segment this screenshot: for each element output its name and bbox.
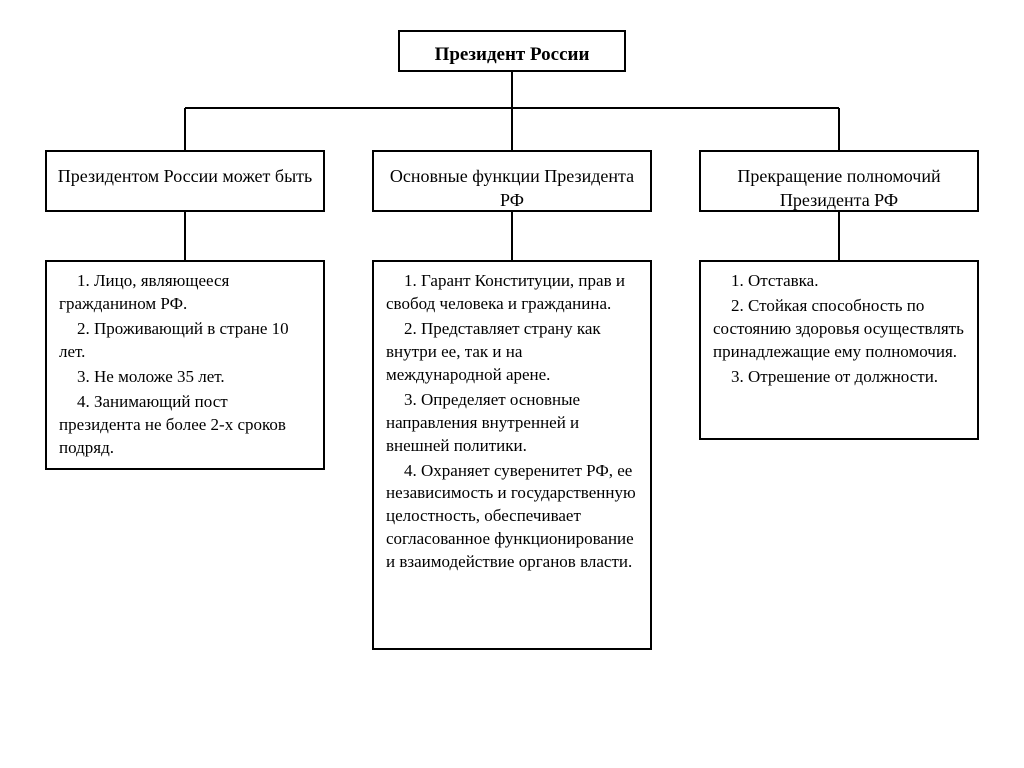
list-item: 2. Представляет страну как внутри ее, та… [386, 318, 638, 387]
list-item: 3. Отрешение от должности. [713, 366, 965, 389]
column-header-1: Основные функции Президента РФ [372, 150, 652, 212]
list-item: 3. Не моложе 35 лет. [59, 366, 311, 389]
root-title-box: Президент России [398, 30, 626, 72]
list-item: 4. Занимающий пост президента не более 2… [59, 391, 311, 460]
column-body-1: 1. Гарант Конституции, прав и свобод чел… [372, 260, 652, 650]
list-item: 1. Гарант Конституции, прав и свобод чел… [386, 270, 638, 316]
list-item: 3. Определяет основные направления внутр… [386, 389, 638, 458]
list-item: 1. Лицо, являющееся гражданином РФ. [59, 270, 311, 316]
column-body-2: 1. Отставка. 2. Стойкая способность по с… [699, 260, 979, 440]
list-item: 1. Отставка. [713, 270, 965, 293]
list-item: 2. Проживающий в стране 10 лет. [59, 318, 311, 364]
list-item: 2. Стойкая способность по состоянию здор… [713, 295, 965, 364]
column-header-0: Президентом России может быть [45, 150, 325, 212]
column-body-0: 1. Лицо, являющееся гражданином РФ. 2. П… [45, 260, 325, 470]
column-header-2: Прекращение полномочий Президента РФ [699, 150, 979, 212]
list-item: 4. Охраняет суверенитет РФ, ее независим… [386, 460, 638, 575]
